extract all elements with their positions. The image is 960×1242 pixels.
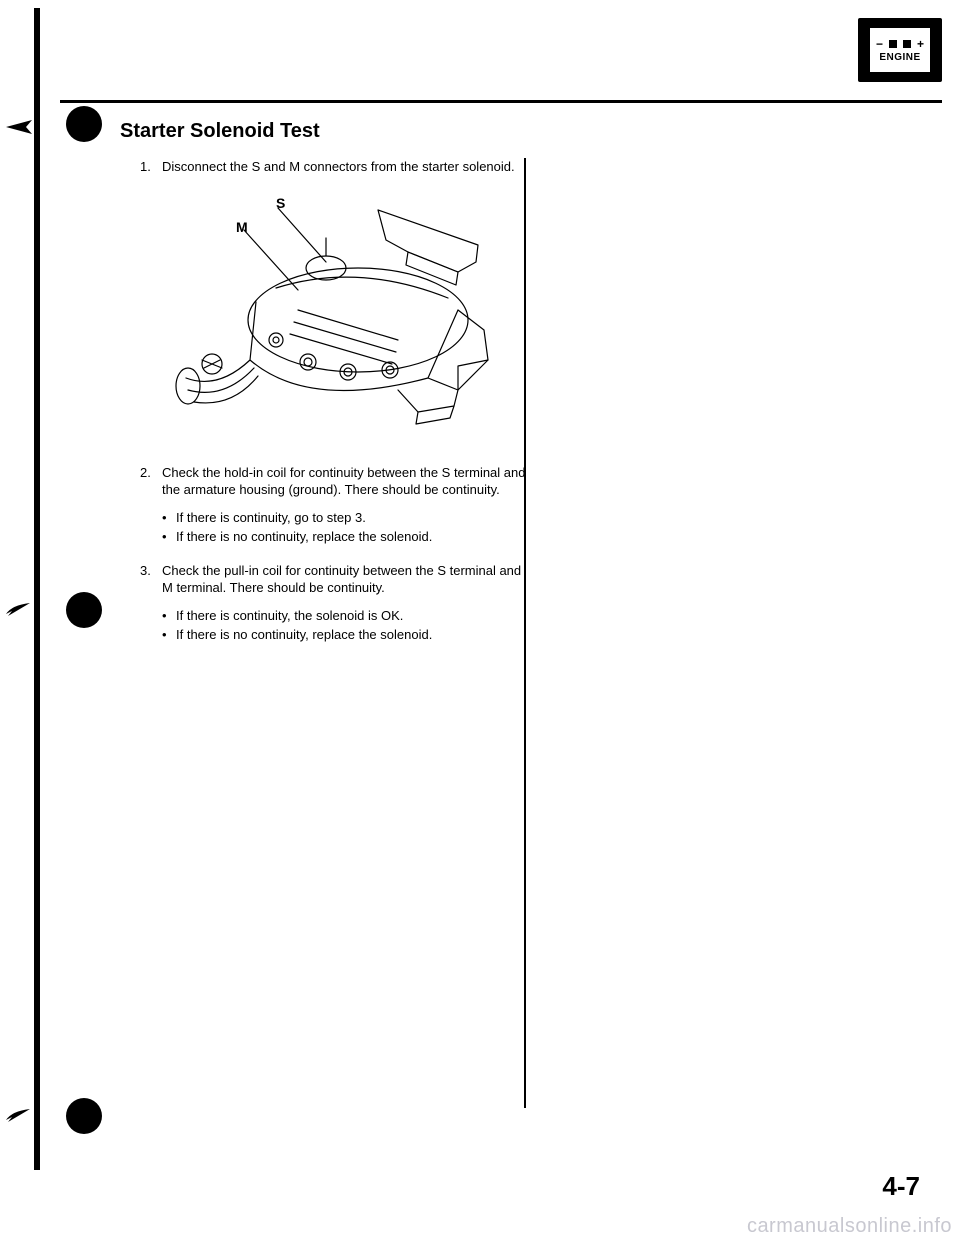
- bullet-dot: •: [162, 607, 176, 625]
- engine-badge: − + ENGINE: [858, 18, 942, 82]
- step-1: 1. Disconnect the S and M connectors fro…: [140, 158, 530, 176]
- figure-label-s: S: [276, 195, 285, 211]
- margin-bullet-3: [66, 1098, 102, 1134]
- step-2-bullet-1-text: If there is continuity, go to step 3.: [176, 509, 366, 527]
- section-title: Starter Solenoid Test: [120, 120, 320, 143]
- step-3-bullet-1-text: If there is continuity, the solenoid is …: [176, 607, 403, 625]
- step-3-bullets: • If there is continuity, the solenoid i…: [162, 607, 530, 644]
- column-divider: [524, 158, 526, 1108]
- badge-bolt-right: [903, 40, 911, 48]
- margin-arrow-3: [2, 1106, 32, 1124]
- margin-bullet-1: [66, 106, 102, 142]
- step-2: 2. Check the hold-in coil for continuity…: [140, 464, 530, 548]
- badge-label: ENGINE: [879, 52, 920, 63]
- step-2-bullet-1: • If there is continuity, go to step 3.: [162, 509, 530, 527]
- bullet-dot: •: [162, 626, 176, 644]
- step-2-num: 2.: [140, 464, 162, 548]
- starter-figure: S M: [158, 190, 498, 450]
- step-2-bullet-2-text: If there is no continuity, replace the s…: [176, 528, 432, 546]
- step-1-text: Disconnect the S and M connectors from t…: [162, 158, 530, 176]
- page-number: 4-7: [882, 1171, 920, 1202]
- content-column: 1. Disconnect the S and M connectors fro…: [140, 158, 530, 656]
- margin-bullet-2: [66, 592, 102, 628]
- step-2-bullet-2: • If there is no continuity, replace the…: [162, 528, 530, 546]
- badge-plus: +: [917, 38, 924, 50]
- step-3-bullet-2: • If there is no continuity, replace the…: [162, 626, 530, 644]
- bullet-dot: •: [162, 528, 176, 546]
- step-3: 3. Check the pull-in coil for continuity…: [140, 562, 530, 646]
- step-3-num: 3.: [140, 562, 162, 646]
- header-rule: [60, 100, 942, 103]
- step-3-bullet-1: • If there is continuity, the solenoid i…: [162, 607, 530, 625]
- figure-label-m: M: [236, 219, 248, 235]
- step-2-bullets: • If there is continuity, go to step 3. …: [162, 509, 530, 546]
- step-3-bullet-2-text: If there is no continuity, replace the s…: [176, 626, 432, 644]
- watermark: carmanualsonline.info: [747, 1215, 952, 1238]
- margin-arrow-2: [2, 600, 32, 618]
- step-1-num: 1.: [140, 158, 162, 176]
- badge-polarity-row: − +: [876, 38, 924, 50]
- step-3-text: Check the pull-in coil for continuity be…: [162, 562, 530, 597]
- bullet-dot: •: [162, 509, 176, 527]
- badge-minus: −: [876, 38, 883, 50]
- badge-bolt-left: [889, 40, 897, 48]
- margin-arrow-1: [2, 118, 32, 136]
- engine-badge-inner: − + ENGINE: [870, 28, 930, 72]
- step-2-text: Check the hold-in coil for continuity be…: [162, 464, 530, 499]
